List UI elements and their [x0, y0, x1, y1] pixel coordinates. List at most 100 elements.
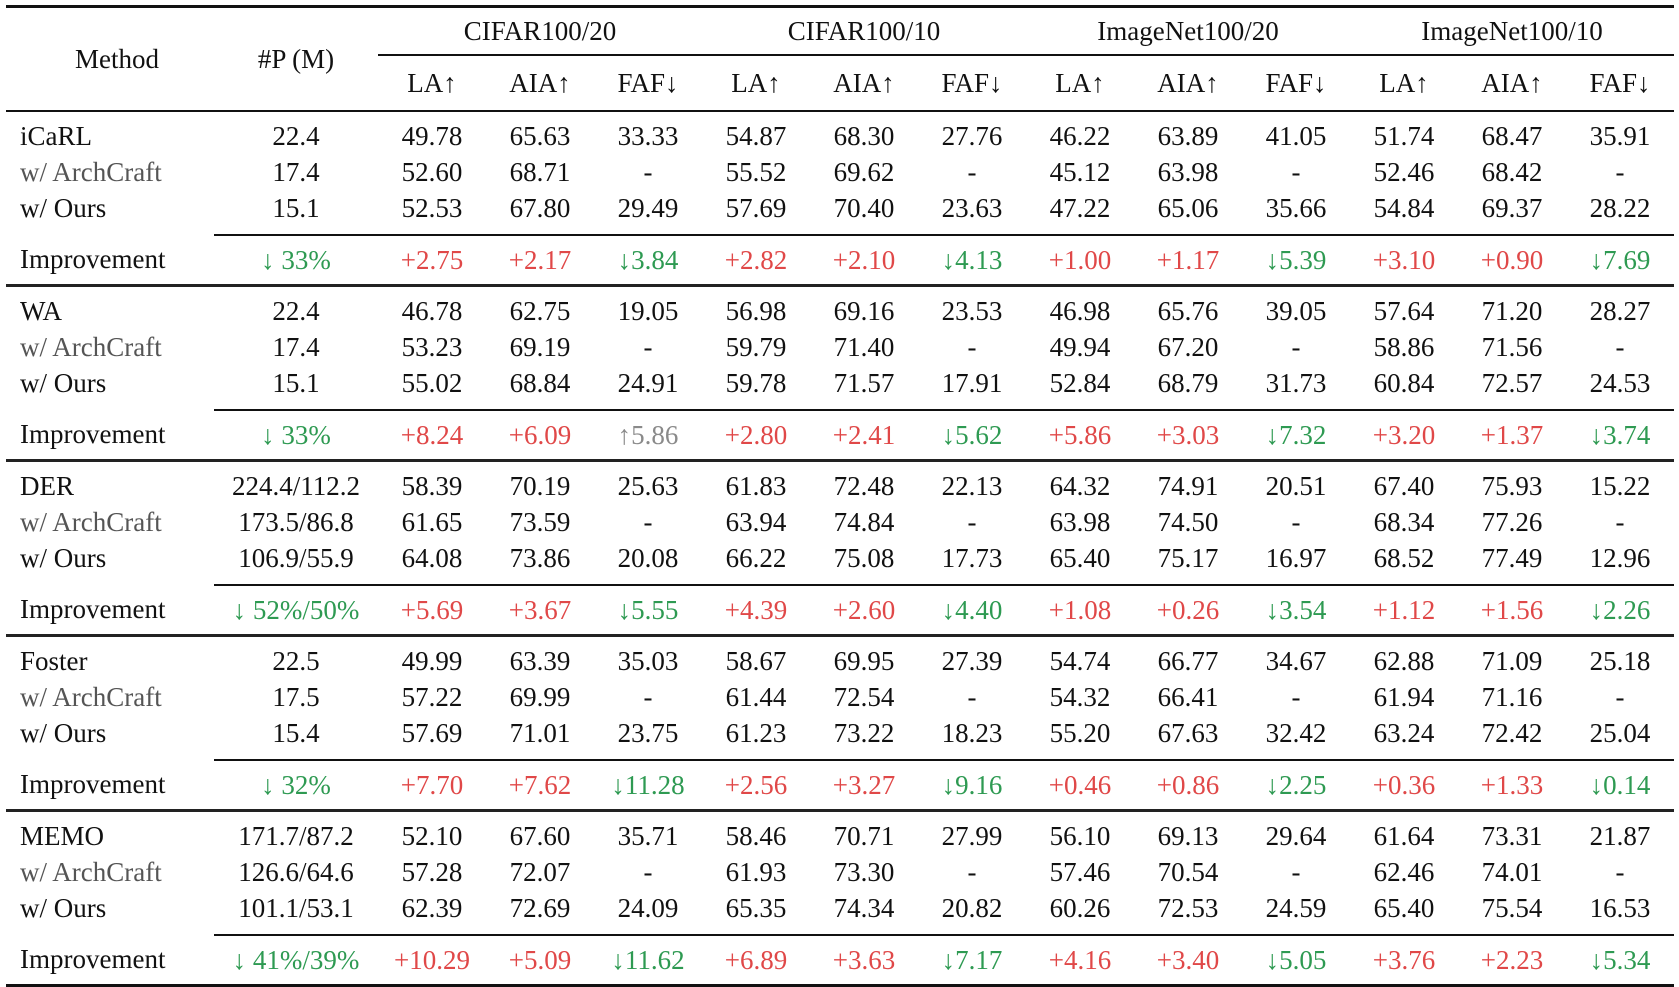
metric-value: 63.24 [1373, 717, 1435, 748]
improvement-value: +5.09 [486, 934, 594, 987]
metric-value: 74.01 [1481, 856, 1543, 887]
improvement-label: Improvement [20, 594, 166, 624]
metric-value: 66.41 [1157, 681, 1219, 712]
metric-value: 71.09 [1458, 634, 1566, 679]
metric-value: 72.54 [833, 681, 895, 712]
header-metric: LA↑ [1350, 54, 1458, 111]
param-reduction: ↓ 32% [214, 759, 378, 811]
table-row: iCaRL 22.4 49.78 65.63 33.33 54.87 68.30 27.76 4… [6, 110, 1674, 154]
metric-value: 69.16 [810, 284, 918, 329]
metric-value: 70.19 [486, 459, 594, 504]
improvement-value: +3.67 [486, 584, 594, 636]
table-row: w/ Ours 15.1 55.02 68.84 24.91 59.78 71.57 17.9… [6, 365, 1674, 410]
improvement-value: ↓5.55 [594, 584, 702, 636]
metric-value: 53.23 [401, 331, 463, 362]
metric-value: - [1615, 681, 1625, 712]
metric-value: 77.49 [1481, 542, 1543, 573]
metric-value: 62.75 [486, 284, 594, 329]
table-row: w/ ArchCraft 17.5 57.22 69.99 - 61.44 72.54 - 54… [6, 679, 1674, 715]
param-reduction: ↓ 52%/50% [214, 584, 378, 636]
metric-value: 58.67 [702, 634, 810, 679]
metric-value: - [1615, 331, 1625, 362]
param-reduction: ↓ 41%/39% [214, 934, 378, 987]
metric-value: 20.51 [1242, 459, 1350, 504]
metric-value: 32.42 [1265, 717, 1327, 748]
metric-value: 23.75 [617, 717, 679, 748]
improvement-value: ↓5.62 [918, 409, 1026, 461]
metric-value: 65.63 [486, 110, 594, 154]
param-count: 224.4/112.2 [214, 459, 378, 504]
improvement-value: ↓5.39 [1242, 234, 1350, 286]
metric-value: 62.39 [401, 892, 463, 923]
improvement-value: ↓4.40 [918, 584, 1026, 636]
metric-value: 57.22 [401, 681, 463, 712]
param-count: 173.5/86.8 [238, 506, 354, 537]
header-dataset-imagenet100-10: ImageNet100/10 [1350, 5, 1674, 55]
metric-value: 35.66 [1265, 192, 1327, 223]
improvement-value: +6.89 [702, 934, 810, 987]
metric-value: - [1291, 506, 1301, 537]
metric-value: 25.63 [594, 459, 702, 504]
improvement-value: +3.40 [1134, 934, 1242, 987]
metric-value: 29.49 [617, 192, 679, 223]
metric-value: 16.97 [1265, 542, 1327, 573]
metric-value: 59.78 [725, 367, 787, 398]
metric-value: 28.22 [1589, 192, 1651, 223]
param-count: 15.1 [272, 367, 320, 398]
improvement-value: +7.70 [378, 759, 486, 811]
metric-value: 68.79 [1157, 367, 1219, 398]
metric-value: 65.40 [1049, 542, 1111, 573]
improvement-value: +0.90 [1458, 234, 1566, 286]
metric-value: 57.46 [1049, 856, 1111, 887]
metric-value: 52.10 [378, 809, 486, 854]
metric-value: 52.53 [401, 192, 463, 223]
metric-value: 67.60 [486, 809, 594, 854]
metric-value: 47.22 [1049, 192, 1111, 223]
metric-value: - [967, 681, 977, 712]
metric-value: - [967, 156, 977, 187]
improvement-value: +1.37 [1458, 409, 1566, 461]
improvement-value: +3.10 [1350, 234, 1458, 286]
metric-value: - [1291, 331, 1301, 362]
metric-value: 58.86 [1373, 331, 1435, 362]
metric-value: 57.28 [401, 856, 463, 887]
metric-value: - [643, 856, 653, 887]
metric-value: 61.83 [702, 459, 810, 504]
improvement-label: Improvement [20, 244, 166, 274]
improvement-value: +2.80 [702, 409, 810, 461]
metric-value: 58.39 [378, 459, 486, 504]
method-name: w/ Ours [20, 193, 107, 223]
metric-value: 72.53 [1157, 892, 1219, 923]
metric-value: 77.26 [1481, 506, 1543, 537]
header-metric: FAF↓ [594, 54, 702, 111]
metric-value: 25.04 [1589, 717, 1651, 748]
metric-value: 45.12 [1049, 156, 1111, 187]
metric-value: 74.91 [1134, 459, 1242, 504]
metric-value: 72.57 [1481, 367, 1543, 398]
improvement-value: +3.20 [1350, 409, 1458, 461]
method-name: DER [6, 459, 214, 504]
header-row-metrics: LA↑ AIA↑ FAF↓ LA↑ AIA↑ FAF↓ LA↑ AIA↑ FAF… [6, 54, 1674, 111]
improvement-value: ↓11.62 [594, 934, 702, 987]
metric-value: 55.02 [401, 367, 463, 398]
improvement-row: Improvement ↓ 52%/50% +5.69 +3.67 ↓5.55 +4.39… [6, 584, 1674, 636]
metric-value: 23.63 [941, 192, 1003, 223]
improvement-label: Improvement [20, 769, 166, 799]
metric-value: 18.23 [941, 717, 1003, 748]
metric-value: 58.46 [702, 809, 810, 854]
improvement-value: ↑5.86 [594, 409, 702, 461]
improvement-value: ↓3.54 [1242, 584, 1350, 636]
metric-value: - [1291, 681, 1301, 712]
improvement-value: ↓7.17 [918, 934, 1026, 987]
metric-value: 31.73 [1265, 367, 1327, 398]
metric-value: 63.94 [725, 506, 787, 537]
metric-value: 61.64 [1350, 809, 1458, 854]
metric-value: 17.91 [941, 367, 1003, 398]
metric-value: 67.80 [509, 192, 571, 223]
metric-value: 64.08 [401, 542, 463, 573]
method-name: Foster [6, 634, 214, 679]
improvement-value: +2.75 [378, 234, 486, 286]
header-metric: AIA↑ [810, 54, 918, 111]
metric-value: 70.71 [810, 809, 918, 854]
improvement-value: +0.26 [1134, 584, 1242, 636]
